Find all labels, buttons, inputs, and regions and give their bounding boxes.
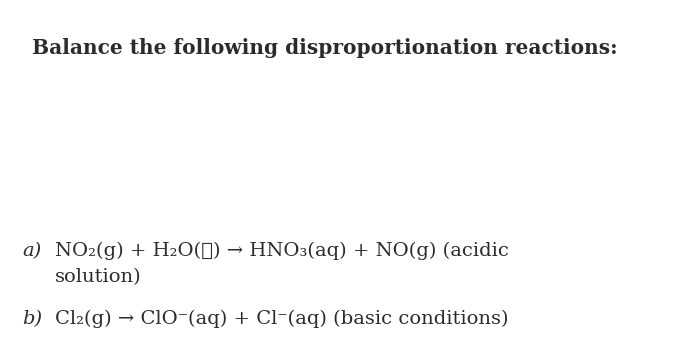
Text: NO₂(g) + H₂O(ℓ) → HNO₃(aq) + NO(g) (acidic: NO₂(g) + H₂O(ℓ) → HNO₃(aq) + NO(g) (acid… [55,242,509,260]
Text: b): b) [22,310,42,328]
Text: Balance the following disproportionation reactions:: Balance the following disproportionation… [32,38,617,58]
Text: Cl₂(g) → ClO⁻(aq) + Cl⁻(aq) (basic conditions): Cl₂(g) → ClO⁻(aq) + Cl⁻(aq) (basic condi… [55,310,508,328]
Text: a): a) [22,242,41,260]
Text: solution): solution) [55,268,141,286]
